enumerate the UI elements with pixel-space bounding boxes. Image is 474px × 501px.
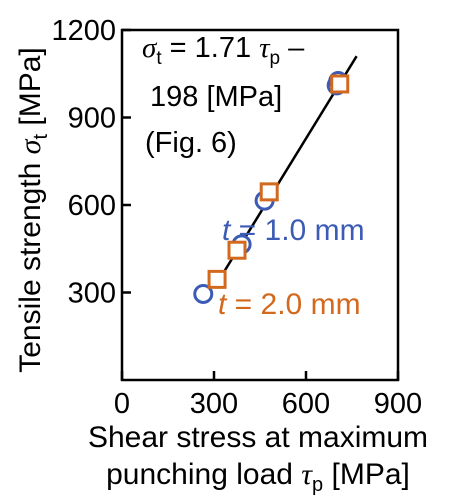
y-axis-label-unit: [MPa] [14, 47, 47, 134]
x-axis-label-line-2: punching load τp [MPa] [106, 458, 410, 496]
equation-sigma-symbol: σ [142, 32, 158, 64]
data-markers [193, 71, 350, 304]
x-axis-label-symbol: τ [301, 458, 313, 491]
equation-eq: = 1.71 [162, 32, 260, 64]
y-tick-label-300: 300 [68, 278, 116, 310]
series-label-1mm-rest: = 1.0 mm [230, 214, 364, 247]
y-tick-label-1200: 1200 [51, 15, 116, 47]
x-tick-label-0: 0 [114, 388, 130, 420]
x-axis-label-unit: [MPa] [323, 458, 410, 491]
x-axis-ticks: 0 300 600 900 [114, 371, 422, 420]
equation-line-3: (Fig. 6) [145, 127, 237, 159]
equation-dash: – [280, 32, 305, 64]
y-axis-label-symbol: σ [14, 138, 47, 154]
x-axis-label-line-1: Shear stress at maximum [88, 421, 428, 454]
marker-square-2mm-2 [259, 182, 279, 202]
y-axis-label-prefix: Tensile strength [14, 154, 47, 372]
x-tick-label-900: 900 [374, 388, 422, 420]
x-tick-label-600: 600 [282, 388, 330, 420]
equation-tau-symbol: τ [259, 32, 271, 64]
equation-line-1: σt = 1.71 τp – [142, 32, 305, 69]
series-label-1mm: t = 1.0 mm [222, 214, 365, 247]
y-tick-label-600: 600 [68, 190, 116, 222]
equation-tau-subscript: p [270, 48, 281, 69]
x-axis-label-subscript: p [312, 474, 323, 496]
marker-circle-1mm-0 [193, 283, 214, 304]
marker-square-2mm-1 [227, 240, 247, 260]
y-axis-ticks: 300 600 900 1200 [51, 15, 131, 310]
equation-sigma-subscript: t [156, 48, 162, 69]
equation-line-2: 198 [MPa] [150, 81, 282, 113]
series-label-1mm-var: t [222, 214, 232, 247]
marker-square-2mm-3 [330, 74, 350, 94]
series-label-2mm-rest: = 2.0 mm [226, 288, 360, 321]
x-tick-label-300: 300 [190, 388, 238, 420]
series-label-2mm-var: t [218, 288, 228, 321]
marker-square-2mm-0 [207, 269, 227, 289]
series-label-2mm: t = 2.0 mm [218, 288, 361, 321]
y-axis-label: Tensile strength σt [MPa] [14, 47, 52, 373]
y-tick-label-900: 900 [68, 103, 116, 135]
y-axis-label-subscript: t [30, 134, 52, 140]
x-axis-label-prefix: punching load [106, 458, 301, 491]
